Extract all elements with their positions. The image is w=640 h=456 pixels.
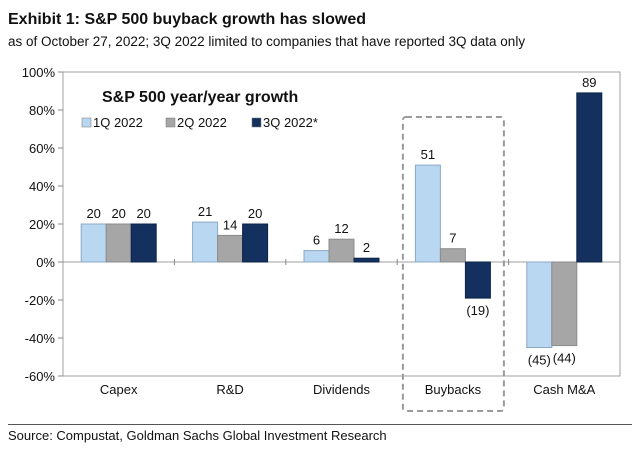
data-label: 12: [334, 221, 348, 236]
y-tick-label: 0%: [36, 255, 55, 270]
data-label: 20: [111, 206, 125, 221]
source-divider: [8, 424, 632, 425]
bar-3q2022: [576, 92, 603, 263]
data-label: 89: [582, 75, 596, 90]
y-tick-label: 40%: [29, 179, 55, 194]
legend-label: 3Q 2022*: [263, 115, 318, 130]
x-tick-label: Capex: [100, 382, 138, 397]
source-note: Source: Compustat, Goldman Sachs Global …: [8, 428, 387, 443]
data-label: (45): [528, 353, 551, 368]
data-label: 2: [363, 240, 370, 255]
bar-2q2022: [551, 261, 578, 347]
y-tick-label: -40%: [25, 331, 56, 346]
bar-3q2022: [130, 223, 157, 263]
exhibit-subtitle: as of October 27, 2022; 3Q 2022 limited …: [8, 34, 526, 49]
data-label: 21: [198, 204, 212, 219]
x-tick-label: R&D: [216, 382, 243, 397]
chart-title: S&P 500 year/year growth: [102, 89, 298, 106]
data-label: 6: [313, 233, 320, 248]
data-label: 20: [86, 206, 100, 221]
x-tick-label: Buybacks: [425, 382, 482, 397]
x-tick-label: Dividends: [313, 382, 371, 397]
exhibit-title: Exhibit 1: S&P 500 buyback growth has sl…: [8, 11, 367, 28]
data-label: 20: [136, 206, 150, 221]
legend-label: 1Q 2022: [93, 115, 143, 130]
data-label: (19): [466, 303, 489, 318]
y-tick-label: 60%: [29, 141, 55, 156]
legend-swatch: [251, 117, 262, 128]
bar-3q2022: [242, 223, 269, 263]
data-label: 7: [449, 231, 456, 246]
bar-1q2022: [80, 223, 107, 263]
bar-1q2022: [192, 221, 219, 263]
y-tick-label: -60%: [25, 369, 56, 384]
legend-swatch: [165, 117, 176, 128]
highlight-box: [401, 116, 505, 412]
bar-1q2022: [303, 250, 330, 263]
bar-2q2022: [105, 223, 132, 263]
bar-3q2022: [353, 257, 380, 263]
x-tick-label: Cash M&A: [533, 382, 595, 397]
bar-1q2022: [414, 164, 441, 263]
bar-2q2022: [328, 238, 355, 263]
legend-swatch: [81, 117, 92, 128]
data-label: 51: [421, 147, 435, 162]
data-label: 20: [248, 206, 262, 221]
bar-3q2022: [464, 261, 491, 299]
y-tick-label: 20%: [29, 217, 55, 232]
data-label: (44): [553, 351, 576, 366]
y-tick-label: -20%: [25, 293, 56, 308]
bar-1q2022: [526, 261, 553, 348]
legend-label: 2Q 2022: [177, 115, 227, 130]
y-tick-label: 100%: [22, 65, 56, 80]
bar-2q2022: [217, 234, 244, 263]
data-label: 14: [223, 217, 237, 232]
y-tick-label: 80%: [29, 103, 55, 118]
bar-2q2022: [439, 248, 466, 263]
